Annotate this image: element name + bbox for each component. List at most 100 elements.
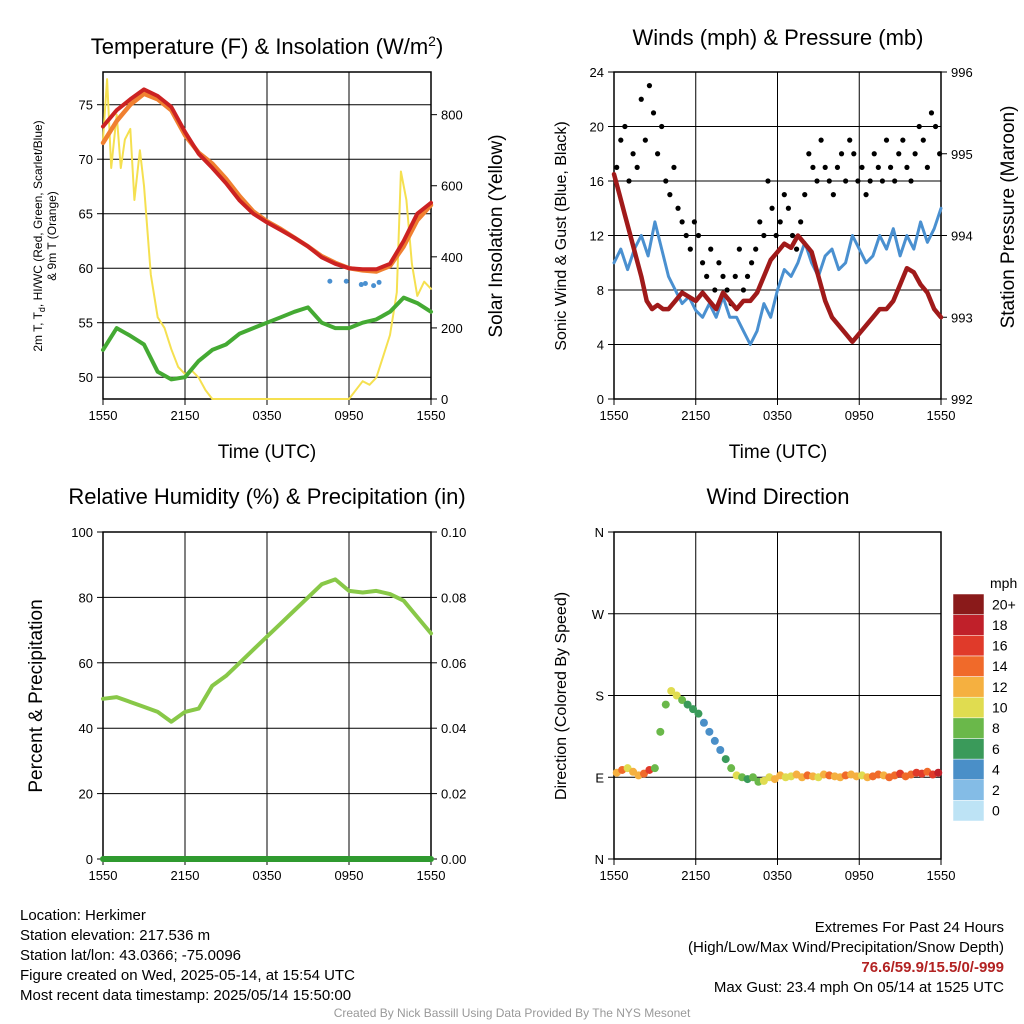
gust-point: [704, 273, 710, 279]
colorbar-label: 12: [992, 679, 1008, 695]
y-tick-label: 12: [590, 229, 604, 244]
colorbar-label: 4: [992, 761, 1000, 777]
direction-point: [699, 718, 708, 727]
y-tick-label: 992: [951, 392, 973, 407]
temp-ylabel-left: 2m T, Td, HI/WC (Red, Green, Scarlet/Blu…: [31, 120, 47, 351]
colorbar-swatch: [952, 738, 985, 760]
x-tick-label: 0950: [845, 868, 874, 883]
gust-point: [818, 137, 824, 143]
x-tick-label: 2150: [171, 868, 200, 883]
colorbar-swatch: [952, 676, 985, 698]
gust-point: [810, 164, 816, 170]
colorbar-swatch: [952, 779, 985, 801]
station-info: Location: Herkimer Station elevation: 21…: [20, 906, 355, 1006]
x-tick-label: 0950: [335, 408, 364, 423]
dewpoint-line: [101, 295, 433, 382]
gust-point: [928, 110, 935, 116]
gust-point: [732, 273, 738, 279]
gust-point: [920, 137, 926, 143]
gust-point: [634, 164, 640, 170]
windchill-point: [327, 278, 333, 284]
gust-point: [753, 246, 759, 252]
insolation-line: [102, 78, 432, 400]
colorbar-label: 14: [992, 658, 1008, 674]
y-tick-label: 0.10: [441, 525, 466, 540]
gust-point: [761, 232, 767, 239]
y-tick-label: 8: [597, 283, 604, 298]
y-tick-label: 60: [79, 261, 93, 276]
wind-xlabel: Time (UTC): [729, 442, 828, 463]
colorbar-swatch: [952, 614, 985, 636]
wind-ylabel-right: Station Pressure (Maroon): [998, 106, 1019, 329]
direction-point: [661, 700, 670, 709]
x-tick-label: 1550: [89, 408, 118, 423]
y-tick-label: 994: [951, 229, 973, 244]
y-tick-label: S: [595, 689, 604, 704]
gust-point: [879, 178, 886, 184]
gust-point: [826, 178, 832, 184]
colorbar-swatch: [952, 717, 985, 739]
gust-point: [937, 151, 943, 157]
y-tick-label: W: [592, 607, 605, 622]
windchill-point: [358, 282, 364, 288]
colorbar-swatch: [952, 593, 985, 615]
gust-point: [847, 137, 853, 143]
wind-ylabel-left: Sonic Wind & Gust (Blue, Black): [553, 121, 570, 350]
gust-point: [896, 151, 902, 157]
y-tick-label: 0.00: [441, 852, 466, 867]
x-tick-label: 1550: [417, 868, 446, 883]
windchill-point: [343, 278, 349, 284]
temperature-panel: Temperature (F) & Insolation (W/m2) 1550…: [31, 33, 507, 463]
windchill-point: [371, 283, 377, 289]
y-tick-label: 0.02: [441, 787, 466, 802]
y-tick-label: E: [595, 770, 604, 785]
x-tick-label: 0950: [335, 868, 364, 883]
y-tick-label: 50: [79, 370, 93, 385]
gust-point: [806, 151, 812, 157]
colorbar-label: 2: [992, 782, 1000, 798]
x-tick-label: 0350: [253, 868, 282, 883]
direction-point: [727, 764, 736, 773]
gust-point: [883, 137, 890, 143]
y-tick-label: 20: [79, 787, 93, 802]
extremes-title: Extremes For Past 24 Hours: [814, 919, 1004, 936]
colorbar-swatch: [952, 635, 985, 657]
y-tick-label: 4: [597, 338, 604, 353]
gust-point: [744, 273, 751, 279]
gust-point: [671, 164, 677, 170]
x-tick-label: 2150: [681, 868, 710, 883]
extremes-values: 76.6/59.9/15.5/0/-999: [861, 959, 1004, 976]
y-tick-label: 40: [79, 721, 93, 736]
direction-point: [689, 705, 698, 714]
windchill-point: [376, 279, 382, 285]
gust-point: [638, 96, 644, 102]
x-tick-label: 1550: [417, 408, 446, 423]
y-tick-label: 200: [441, 321, 463, 336]
direction-point: [748, 773, 757, 782]
y-tick-label: 75: [79, 98, 93, 113]
gust-point: [720, 273, 726, 279]
y-tick-label: 0.08: [441, 590, 466, 605]
gust-point: [683, 232, 689, 239]
windchill-point: [362, 280, 368, 286]
direction-point: [934, 768, 943, 777]
gust-point: [699, 260, 706, 266]
gust-point: [691, 219, 697, 225]
gust-point: [892, 178, 898, 184]
direction-point: [667, 686, 676, 695]
gust-point: [757, 219, 763, 225]
x-tick-label: 0350: [763, 408, 792, 423]
direction-point: [672, 691, 681, 700]
gust-point: [626, 178, 632, 184]
wind-title: Winds (mph) & Pressure (mb): [633, 25, 924, 50]
location-text: Location: Herkimer: [20, 907, 146, 924]
y-tick-label: 60: [79, 656, 93, 671]
gust-point: [871, 151, 877, 157]
colorbar-label: 0: [992, 803, 1000, 819]
winds-panel: Winds (mph) & Pressure (mb) 1550 2150 0350…: [553, 25, 1019, 463]
y-tick-label: 800: [441, 108, 463, 123]
y-tick-label: 16: [590, 174, 604, 189]
direction-point: [694, 709, 703, 718]
temp-xlabel: Time (UTC): [218, 442, 317, 463]
pressure-line: [611, 171, 944, 345]
